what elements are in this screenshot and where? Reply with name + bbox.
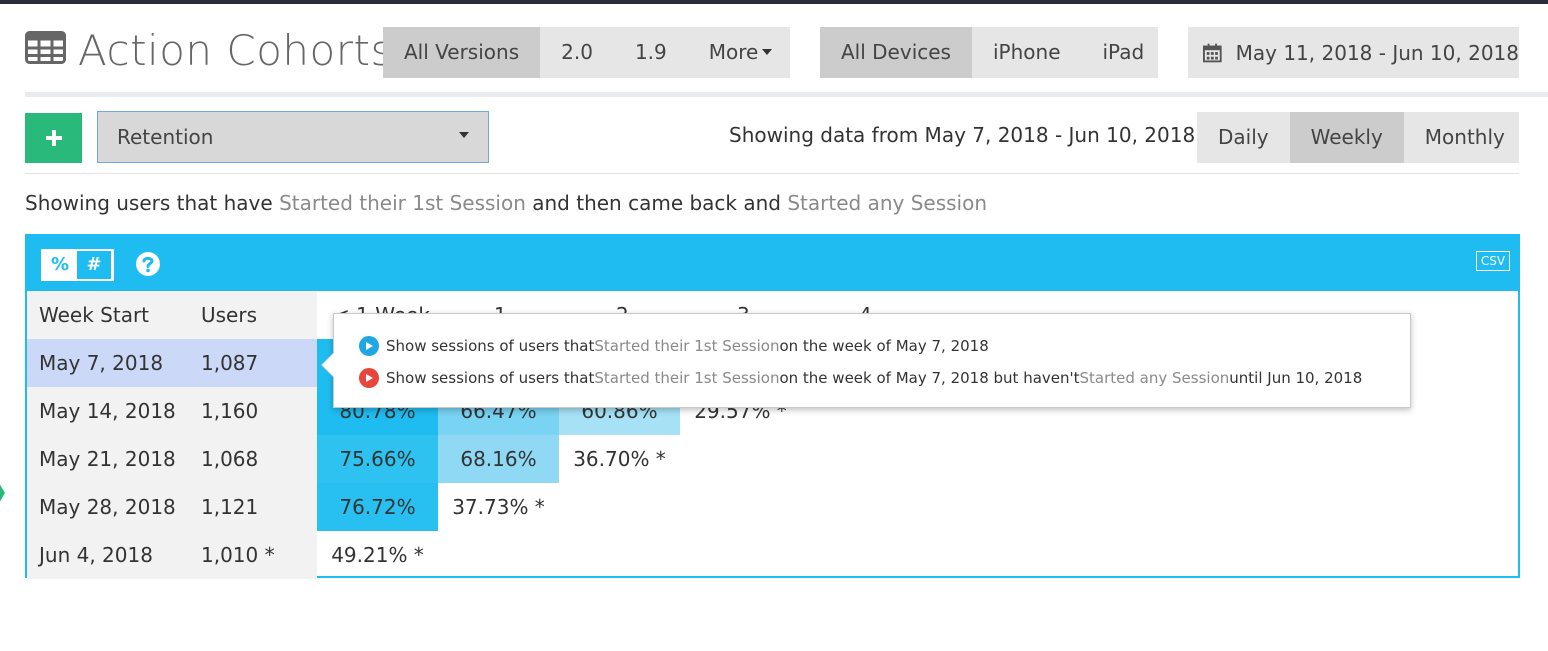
show-churned-sessions-link[interactable]: Show sessions of users that Started thei…	[359, 366, 1362, 390]
description-prefix: Showing users that have	[25, 191, 280, 215]
row-left-bg	[27, 339, 317, 387]
csv-export-button[interactable]: CSV	[1476, 251, 1510, 271]
caret-down-icon	[459, 132, 469, 138]
tip1-suffix: on the week of May 7, 2018	[779, 337, 989, 355]
device-option-ipad[interactable]: iPad	[1102, 40, 1145, 64]
metric-select-value: Retention	[117, 125, 214, 149]
retention-cell[interactable]: 75.66%	[317, 435, 438, 483]
number-toggle[interactable]: #	[77, 251, 111, 279]
show-sessions-link[interactable]: Show sessions of users that Started thei…	[359, 334, 989, 358]
table-grid-icon	[25, 31, 66, 64]
tip2-suffix: until Jun 10, 2018	[1229, 369, 1363, 387]
version-option-all[interactable]: All Versions	[383, 27, 541, 78]
date-range-label: May 11, 2018 - Jun 10, 2018	[1235, 40, 1519, 65]
play-icon	[359, 336, 379, 356]
period-monthly[interactable]: Monthly	[1424, 125, 1505, 149]
caret-down-icon	[762, 49, 773, 55]
tip2-action2: Started any Session	[1079, 369, 1230, 387]
panel-header: % # CSV	[27, 236, 1518, 291]
table-row[interactable]: May 28, 2018 1,121 76.72% 37.73% *	[27, 483, 1518, 531]
page-title: Action Cohorts	[78, 26, 393, 75]
retention-cell[interactable]: 36.70% *	[573, 447, 666, 471]
header-divider	[25, 92, 1548, 97]
retention-cell[interactable]: 37.73% *	[452, 495, 545, 519]
percent-toggle[interactable]: %	[43, 251, 77, 279]
row-users: 1,010 *	[201, 543, 275, 567]
calendar-icon	[1203, 43, 1222, 62]
description-second-action[interactable]: Started any Session	[787, 191, 988, 215]
retention-cell[interactable]: 68.16%	[438, 435, 559, 483]
tip1-action: Started their 1st Session	[594, 337, 780, 355]
row-week-start: May 7, 2018	[39, 351, 164, 375]
more-label: More	[708, 40, 759, 64]
tooltip-arrow-inner	[322, 352, 335, 378]
row-left-bg	[27, 387, 317, 435]
table-row[interactable]: May 21, 2018 1,068 75.66% 68.16% 36.70% …	[27, 435, 1518, 483]
retention-cell[interactable]: 49.21% *	[331, 543, 424, 567]
tip2-prefix: Show sessions of users that	[386, 369, 595, 387]
row-users: 1,121	[201, 495, 259, 519]
play-icon	[359, 368, 379, 388]
period-daily[interactable]: Daily	[1218, 125, 1269, 149]
device-option-all[interactable]: All Devices	[820, 27, 972, 78]
tip2-middle: on the week of May 7, 2018 but haven't	[779, 369, 1080, 387]
edge-marker	[0, 484, 5, 502]
showing-data-text: Showing data from May 7, 2018 - Jun 10, …	[729, 123, 1196, 147]
tip1-prefix: Show sessions of users that	[386, 337, 595, 355]
table-row[interactable]: Jun 4, 2018 1,010 * 49.21% *	[27, 531, 1518, 579]
table-row[interactable]: May 14, 2018 1,160 80.78% 66.47% 60.86% …	[27, 387, 1518, 435]
date-range-picker[interactable]: May 11, 2018 - Jun 10, 2018	[1188, 27, 1519, 78]
tip2-action: Started their 1st Session	[594, 369, 780, 387]
row-action-tooltip: Show sessions of users that Started thei…	[321, 313, 1411, 408]
row-week-start: May 14, 2018	[39, 399, 176, 423]
cohort-description: Showing users that have Started their 1s…	[25, 191, 987, 215]
metric-select[interactable]: Retention	[97, 111, 489, 163]
top-border	[0, 0, 1548, 4]
header-left-bg	[27, 291, 317, 339]
row-users: 1,068	[201, 447, 259, 471]
help-icon[interactable]	[135, 251, 161, 277]
version-filter: All Versions 2.0 1.9 More	[383, 27, 790, 78]
version-option-1-9[interactable]: 1.9	[634, 40, 667, 64]
description-middle: and then came back and	[525, 191, 788, 215]
row-week-start: Jun 4, 2018	[39, 543, 153, 567]
row-users: 1,087	[201, 351, 259, 375]
version-more-dropdown[interactable]: More	[688, 27, 794, 78]
period-toggle: Daily Weekly Monthly	[1197, 112, 1519, 163]
row-left-bg	[27, 483, 317, 531]
row-week-start: May 21, 2018	[39, 447, 176, 471]
row-week-start: May 28, 2018	[39, 495, 176, 519]
row-left-bg	[27, 435, 317, 483]
plus-icon	[45, 130, 62, 146]
description-first-action[interactable]: Started their 1st Session	[279, 191, 526, 215]
version-option-2-0[interactable]: 2.0	[561, 40, 593, 64]
display-mode-toggle: % #	[41, 249, 114, 281]
controls-divider	[25, 173, 1519, 174]
header-week-start: Week Start	[39, 303, 150, 327]
header-users: Users	[201, 303, 258, 327]
retention-cell[interactable]: 76.72%	[317, 483, 438, 531]
device-option-iphone[interactable]: iPhone	[992, 40, 1061, 64]
add-button[interactable]	[25, 113, 82, 163]
row-users: 1,160	[201, 399, 259, 423]
period-weekly[interactable]: Weekly	[1289, 112, 1404, 163]
device-filter: All Devices iPhone iPad	[820, 27, 1158, 78]
row-left-bg	[27, 531, 317, 579]
